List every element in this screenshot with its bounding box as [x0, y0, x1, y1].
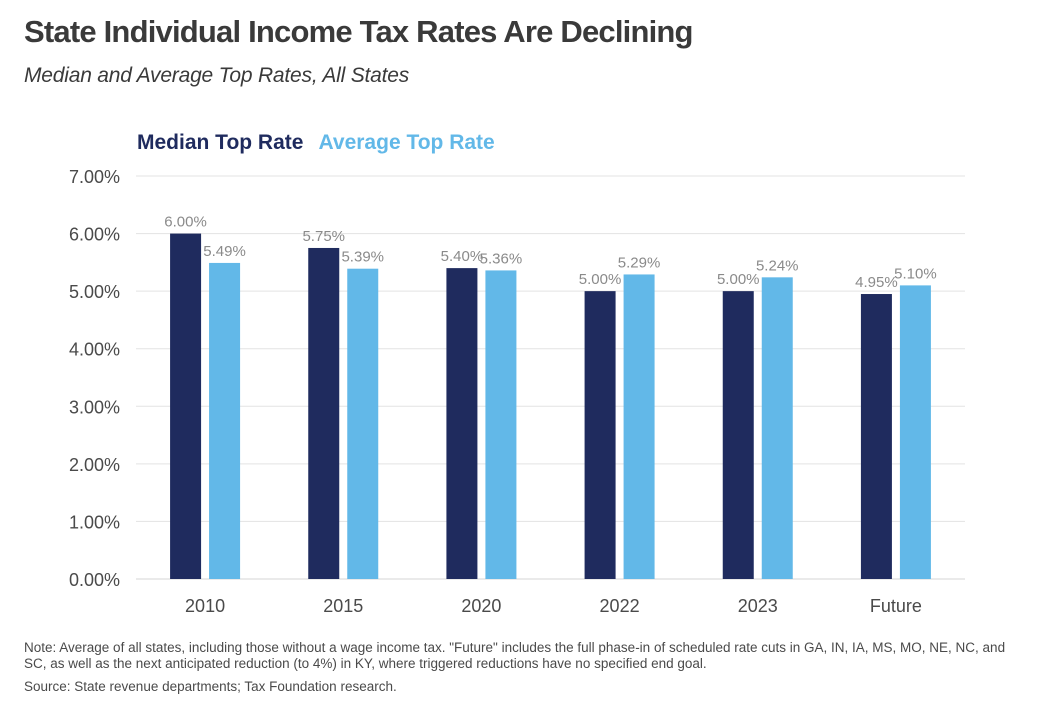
x-tick-label: 2023 — [738, 596, 778, 616]
legend-item-average: Average Top Rate — [318, 131, 495, 154]
data-label: 5.24% — [756, 257, 799, 274]
y-tick-label: 1.00% — [69, 512, 120, 532]
data-label: 6.00% — [164, 214, 207, 231]
footnote: Note: Average of all states, including t… — [24, 640, 1006, 671]
x-tick-label: Future — [870, 596, 922, 616]
bar-average — [347, 268, 379, 579]
y-tick-label: 7.00% — [69, 167, 120, 187]
y-tick-label: 6.00% — [69, 225, 120, 245]
data-label: 5.40% — [441, 248, 484, 265]
data-label: 5.00% — [717, 271, 760, 288]
legend: Median Top Rate Average Top Rate — [137, 131, 505, 155]
bar-median — [722, 291, 754, 579]
data-label: 5.29% — [618, 254, 661, 271]
bar-average — [761, 277, 793, 579]
x-tick-label: 2022 — [600, 596, 640, 616]
y-tick-label: 4.00% — [69, 340, 120, 360]
chart-subtitle: Median and Average Top Rates, All States — [24, 64, 410, 87]
bar-average — [899, 285, 931, 579]
data-label: 5.36% — [480, 250, 523, 267]
y-tick-label: 2.00% — [69, 455, 120, 475]
chart-title: State Individual Income Tax Rates Are De… — [24, 14, 694, 49]
y-tick-label: 5.00% — [69, 282, 120, 302]
data-label: 4.95% — [855, 274, 898, 291]
bar-average — [485, 270, 517, 579]
source-note: Source: State revenue departments; Tax F… — [24, 679, 397, 694]
data-label: 5.39% — [341, 249, 384, 266]
data-label: 5.00% — [579, 271, 622, 288]
bar-median — [584, 291, 616, 579]
bar-average — [209, 262, 241, 579]
bar-median — [446, 268, 478, 579]
data-label: 5.75% — [302, 228, 345, 245]
y-tick-label: 3.00% — [69, 397, 120, 417]
legend-item-median: Median Top Rate — [137, 131, 304, 154]
bar-median — [170, 233, 202, 580]
data-label: 5.49% — [203, 243, 246, 260]
x-tick-label: 2010 — [185, 596, 225, 616]
bar-average — [623, 274, 655, 579]
x-tick-label: 2020 — [461, 596, 501, 616]
bar-median — [860, 294, 892, 579]
bar-median — [308, 247, 340, 579]
data-label: 5.10% — [894, 265, 937, 282]
x-tick-label: 2015 — [323, 596, 363, 616]
y-tick-label: 0.00% — [69, 570, 120, 590]
